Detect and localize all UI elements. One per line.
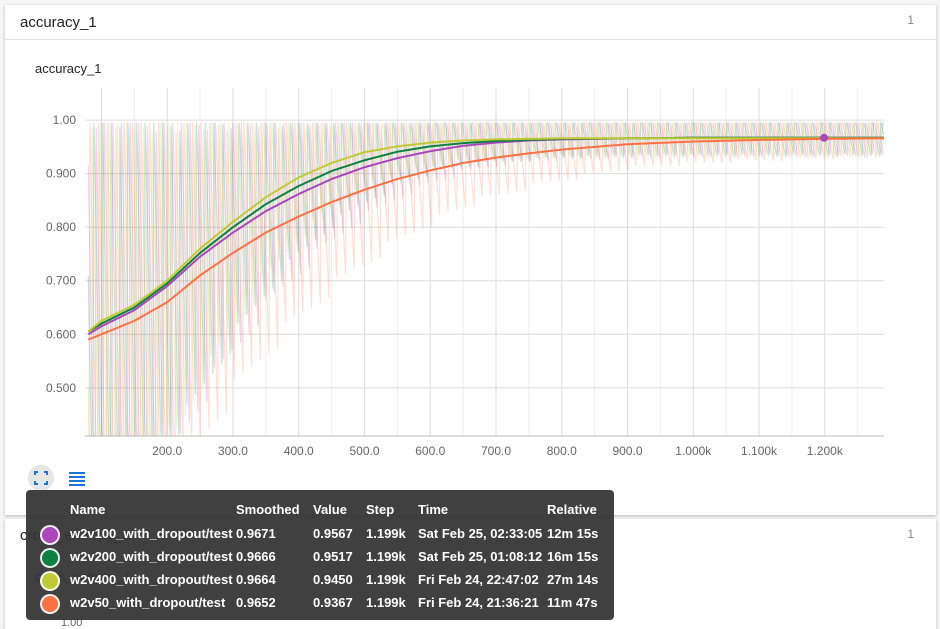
row-step: 1.199k xyxy=(366,526,406,541)
card-header[interactable]: accuracy_1 1 xyxy=(5,5,936,40)
tooltip-row: w2v200_with_dropout/test 0.9666 0.9517 1… xyxy=(26,546,614,569)
card-accuracy: accuracy_1 1 xyxy=(5,5,936,515)
row-step: 1.199k xyxy=(366,572,406,587)
raw-series-layer xyxy=(87,120,885,437)
row-value: 0.9517 xyxy=(313,549,353,564)
x-tick-label: 300.0 xyxy=(218,444,248,458)
series-line xyxy=(87,137,884,341)
x-axis: 200.0 300.0 400.0 500.0 600.0 700.0 800.0 900.0… xyxy=(85,435,884,458)
fullscreen-icon xyxy=(34,471,48,485)
accuracy-chart[interactable]: accuracy_1 200.0 300.0 400.0 500.0 600.0 700.… xyxy=(0,0,940,470)
x-tick-label: 700.0 xyxy=(481,444,511,458)
x-tick-label: 1.200k xyxy=(807,444,844,458)
row-name: w2v200_with_dropout/test xyxy=(70,549,233,564)
row-relative: 12m 15s xyxy=(547,526,599,541)
x-tick-label: 800.0 xyxy=(547,444,577,458)
header-relative: Relative xyxy=(547,502,597,517)
y-tick-label: 0.700 xyxy=(46,274,76,288)
row-smoothed: 0.9671 xyxy=(236,526,276,541)
row-relative: 11m 47s xyxy=(547,595,598,610)
list-icon xyxy=(69,472,85,486)
tooltip-row: w2v100_with_dropout/test 0.9671 0.9567 1… xyxy=(26,523,614,546)
y-tick-label: 1.00 xyxy=(53,113,77,127)
header-smoothed: Smoothed xyxy=(236,502,300,517)
header-name: Name xyxy=(70,502,106,517)
series-color-swatch xyxy=(40,594,60,614)
fullscreen-button[interactable] xyxy=(28,465,54,491)
row-relative: 16m 15s xyxy=(547,549,599,564)
x-tick-label: 1.000k xyxy=(675,444,712,458)
row-time: Fri Feb 24, 21:36:21 xyxy=(418,595,539,610)
row-name: w2v50_with_dropout/test xyxy=(70,595,226,610)
y-axis: 0.500 0.600 0.700 0.800 0.900 1.00 xyxy=(46,113,76,395)
y-tick-label: 0.500 xyxy=(46,381,76,395)
series-color-swatch xyxy=(40,525,60,545)
row-value: 0.9450 xyxy=(313,572,353,587)
row-time: Fri Feb 24, 22:47:02 xyxy=(418,572,539,587)
series-layer xyxy=(87,136,884,341)
row-value: 0.9367 xyxy=(313,595,353,610)
x-tick-label: 900.0 xyxy=(613,444,643,458)
y-tick-label: 0.800 xyxy=(46,220,76,234)
hover-marker xyxy=(820,133,829,142)
row-value: 0.9567 xyxy=(313,526,353,541)
row-step: 1.199k xyxy=(366,595,406,610)
card-title: accuracy_1 xyxy=(20,14,97,31)
row-time: Sat Feb 25, 02:33:05 xyxy=(418,526,543,541)
x-tick-label: 600.0 xyxy=(415,444,445,458)
row-smoothed: 0.9664 xyxy=(236,572,276,587)
row-smoothed: 0.9666 xyxy=(236,549,276,564)
raw-series-line xyxy=(87,120,885,437)
tooltip-row: w2v50_with_dropout/test 0.9652 0.9367 1.… xyxy=(26,592,614,615)
row-name: w2v400_with_dropout/test xyxy=(70,572,233,587)
card-count: 1 xyxy=(907,13,914,27)
y-tick-label: 0.900 xyxy=(46,167,76,181)
hover-tooltip: Name Smoothed Value Step Time Relative w… xyxy=(26,490,614,620)
header-value: Value xyxy=(313,502,347,517)
row-time: Sat Feb 25, 01:08:12 xyxy=(418,549,543,564)
card-count: 1 xyxy=(907,527,914,541)
tooltip-row: w2v400_with_dropout/test 0.9664 0.9450 1… xyxy=(26,569,614,592)
row-name: w2v100_with_dropout/test xyxy=(70,526,233,541)
raw-series-line xyxy=(87,120,885,437)
header-step: Step xyxy=(366,502,395,517)
x-tick-label: 400.0 xyxy=(284,444,314,458)
chart-title: accuracy_1 xyxy=(35,61,101,76)
x-tick-label: 500.0 xyxy=(349,444,379,458)
x-tick-label: 200.0 xyxy=(152,444,182,458)
raw-series-line xyxy=(87,120,885,437)
series-color-swatch xyxy=(40,548,60,568)
x-tick-label: 1.100k xyxy=(741,444,778,458)
y-tick-label: 0.600 xyxy=(46,327,76,341)
row-relative: 27m 14s xyxy=(547,572,599,587)
series-color-swatch xyxy=(40,571,60,591)
series-line xyxy=(87,137,884,333)
header-time: Time xyxy=(418,502,449,517)
list-button[interactable] xyxy=(64,465,90,491)
row-smoothed: 0.9652 xyxy=(236,595,276,610)
row-step: 1.199k xyxy=(366,549,406,564)
raw-series-line xyxy=(88,120,885,437)
